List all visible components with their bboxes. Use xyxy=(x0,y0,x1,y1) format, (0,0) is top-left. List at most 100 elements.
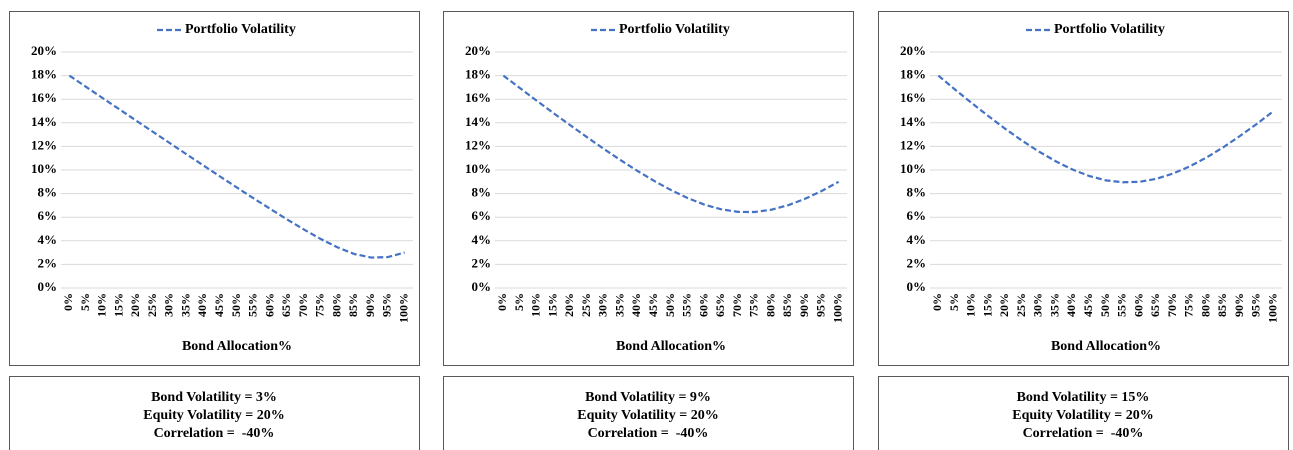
y-tick-label: 4% xyxy=(472,232,492,247)
x-tick-label: 55% xyxy=(246,293,260,317)
y-tick-label: 12% xyxy=(900,137,926,152)
info-line: Bond Volatility = 9% xyxy=(585,390,711,405)
x-tick-label: 10% xyxy=(529,293,543,317)
x-tick-label: 10% xyxy=(964,293,978,317)
x-tick-label: 55% xyxy=(680,293,694,317)
y-tick-label: 18% xyxy=(31,67,57,82)
y-tick-label: 18% xyxy=(900,67,926,82)
x-tick-label: 35% xyxy=(612,293,626,317)
x-axis-title: Bond Allocation% xyxy=(1051,339,1161,354)
x-tick-label: 50% xyxy=(663,293,677,317)
x-tick-label: 80% xyxy=(329,293,343,317)
x-tick-label: 25% xyxy=(579,293,593,317)
info-line: Correlation = -40% xyxy=(1023,426,1144,441)
x-tick-label: 90% xyxy=(1232,293,1246,317)
x-tick-label: 100% xyxy=(396,293,410,323)
x-tick-label: 85% xyxy=(1215,293,1229,317)
x-tick-label: 45% xyxy=(212,293,226,317)
x-tick-label: 90% xyxy=(797,293,811,317)
x-tick-label: 70% xyxy=(730,293,744,317)
x-tick-label: 50% xyxy=(229,293,243,317)
x-tick-label: 0% xyxy=(930,293,944,311)
y-tick-label: 12% xyxy=(465,137,491,152)
y-tick-label: 10% xyxy=(31,161,57,176)
x-tick-label: 80% xyxy=(1198,293,1212,317)
x-tick-label: 50% xyxy=(1098,293,1112,317)
info-box xyxy=(9,376,420,450)
x-tick-label: 0% xyxy=(495,293,509,311)
y-tick-label: 6% xyxy=(907,208,927,223)
x-tick-label: 5% xyxy=(512,293,526,311)
x-tick-label: 65% xyxy=(1148,293,1162,317)
y-tick-label: 16% xyxy=(900,90,926,105)
x-tick-label: 40% xyxy=(629,293,643,317)
x-tick-label: 35% xyxy=(178,293,192,317)
series-line xyxy=(502,74,840,214)
chart-frame xyxy=(443,11,854,366)
x-tick-label: 95% xyxy=(1249,293,1263,317)
x-tick-label: 20% xyxy=(997,293,1011,317)
info-box xyxy=(443,376,854,450)
x-tick-label: 90% xyxy=(363,293,377,317)
info-line: Equity Volatility = 20% xyxy=(1012,408,1153,423)
x-tick-label: 40% xyxy=(195,293,209,317)
x-tick-label: 85% xyxy=(780,293,794,317)
y-tick-label: 10% xyxy=(465,161,491,176)
y-tick-label: 0% xyxy=(38,279,58,294)
x-tick-label: 65% xyxy=(713,293,727,317)
x-axis-title: Bond Allocation% xyxy=(616,339,726,354)
legend-label: Portfolio Volatility xyxy=(1054,22,1165,37)
x-tick-label: 100% xyxy=(1265,293,1279,323)
y-tick-label: 20% xyxy=(31,43,57,58)
y-tick-label: 14% xyxy=(900,114,926,129)
y-tick-label: 0% xyxy=(472,279,492,294)
x-tick-label: 55% xyxy=(1115,293,1129,317)
x-tick-label: 95% xyxy=(814,293,828,317)
x-tick-label: 60% xyxy=(1131,293,1145,317)
x-tick-label: 85% xyxy=(346,293,360,317)
x-tick-label: 20% xyxy=(128,293,142,317)
y-tick-label: 2% xyxy=(472,255,492,270)
y-tick-label: 16% xyxy=(465,90,491,105)
info-line: Equity Volatility = 20% xyxy=(577,408,718,423)
y-tick-label: 18% xyxy=(465,67,491,82)
chart-frame xyxy=(878,11,1289,366)
x-tick-label: 75% xyxy=(1182,293,1196,317)
x-tick-label: 70% xyxy=(296,293,310,317)
y-tick-label: 10% xyxy=(900,161,926,176)
info-line: Correlation = -40% xyxy=(588,426,709,441)
x-tick-label: 70% xyxy=(1165,293,1179,317)
y-tick-label: 12% xyxy=(31,137,57,152)
x-tick-label: 20% xyxy=(562,293,576,317)
x-tick-label: 5% xyxy=(947,293,961,311)
x-tick-label: 80% xyxy=(763,293,777,317)
x-tick-label: 30% xyxy=(596,293,610,317)
x-tick-label: 75% xyxy=(747,293,761,317)
y-tick-label: 2% xyxy=(38,255,58,270)
x-tick-label: 10% xyxy=(95,293,109,317)
y-tick-label: 8% xyxy=(907,185,927,200)
x-tick-label: 15% xyxy=(545,293,559,317)
y-tick-label: 16% xyxy=(31,90,57,105)
y-tick-label: 8% xyxy=(472,185,492,200)
y-tick-label: 6% xyxy=(472,208,492,223)
y-tick-label: 2% xyxy=(907,255,927,270)
x-tick-label: 30% xyxy=(1031,293,1045,317)
series-line xyxy=(937,74,1275,184)
series-line xyxy=(68,74,405,259)
y-tick-label: 20% xyxy=(465,43,491,58)
x-tick-label: 100% xyxy=(830,293,844,323)
x-tick-label: 15% xyxy=(980,293,994,317)
info-line: Correlation = -40% xyxy=(154,426,275,441)
x-tick-label: 40% xyxy=(1064,293,1078,317)
y-tick-label: 14% xyxy=(465,114,491,129)
info-box xyxy=(878,376,1289,450)
y-tick-label: 4% xyxy=(38,232,58,247)
x-tick-label: 60% xyxy=(696,293,710,317)
x-tick-label: 25% xyxy=(1014,293,1028,317)
x-tick-label: 35% xyxy=(1047,293,1061,317)
x-tick-label: 45% xyxy=(1081,293,1095,317)
info-line: Bond Volatility = 15% xyxy=(1017,390,1150,405)
